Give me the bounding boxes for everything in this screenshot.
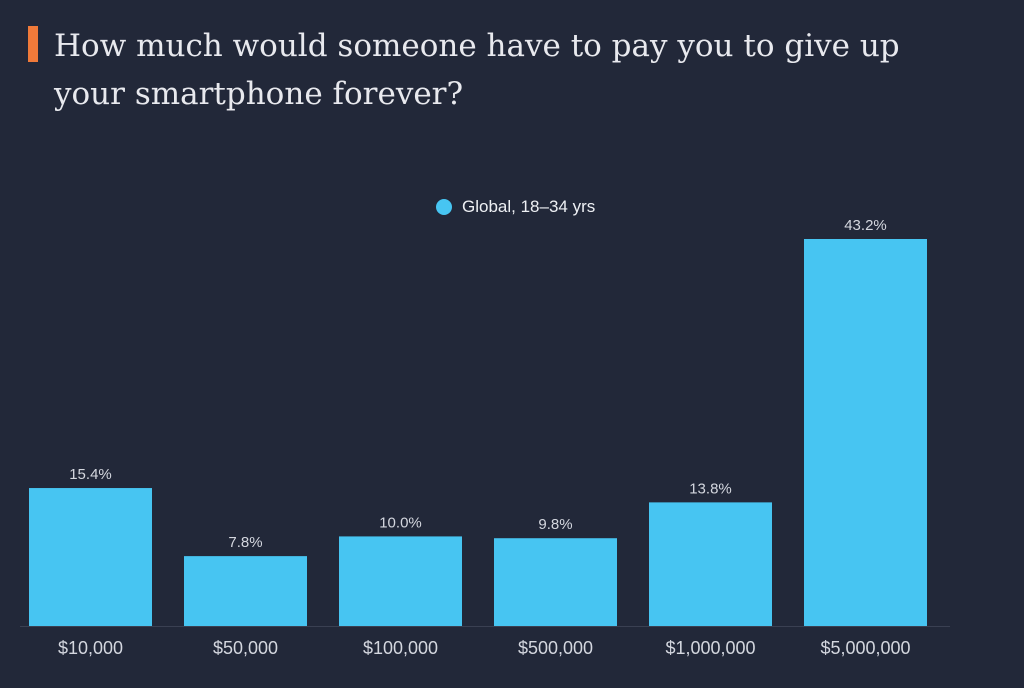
x-tick-label: $5,000,000 xyxy=(820,638,910,658)
bar xyxy=(649,502,772,626)
bar xyxy=(494,538,617,626)
bar xyxy=(29,488,152,626)
bar xyxy=(184,556,307,626)
x-tick-label: $1,000,000 xyxy=(665,638,755,658)
legend-label: Global, 18–34 yrs xyxy=(462,197,596,216)
bar-value-label: 9.8% xyxy=(538,516,572,533)
bar-value-label: 10.0% xyxy=(379,514,422,531)
x-tick-label: $50,000 xyxy=(213,638,278,658)
legend: Global, 18–34 yrs xyxy=(436,197,595,217)
bar-value-label: 15.4% xyxy=(69,466,112,483)
bar-value-label: 13.8% xyxy=(689,480,732,497)
legend-swatch xyxy=(436,199,452,215)
bar xyxy=(804,239,927,626)
bar xyxy=(339,536,462,626)
x-tick-label: $100,000 xyxy=(363,638,438,658)
bar-value-label: 7.8% xyxy=(228,534,262,551)
x-tick-label: $10,000 xyxy=(58,638,123,658)
x-tick-label: $500,000 xyxy=(518,638,593,658)
chart-title: How much would someone have to pay you t… xyxy=(54,28,900,112)
bar-value-label: 43.2% xyxy=(844,217,887,234)
title-accent-bar xyxy=(28,26,38,62)
